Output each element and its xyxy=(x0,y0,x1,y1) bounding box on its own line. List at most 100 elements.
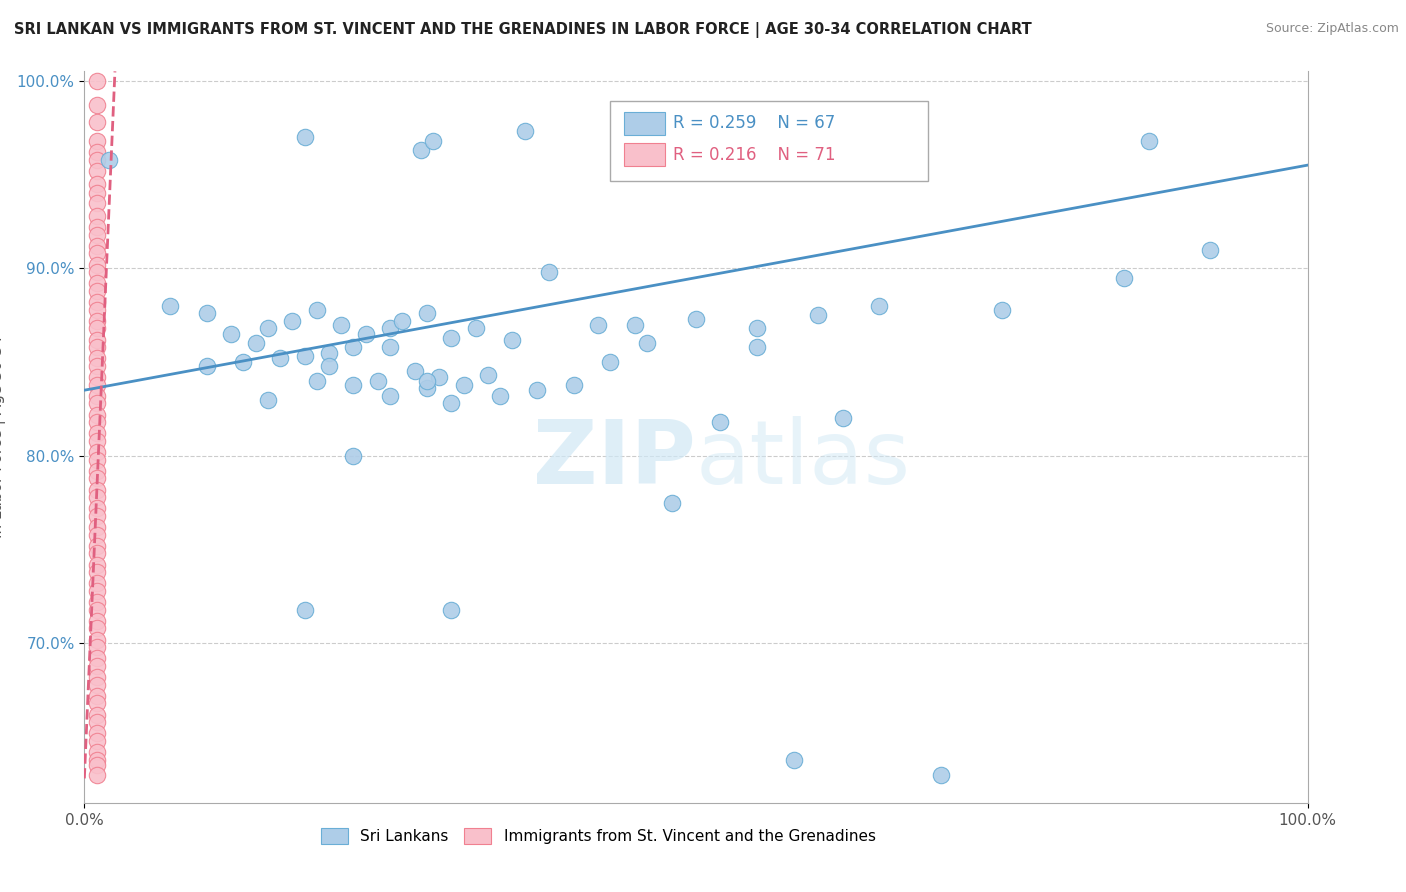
Point xyxy=(599,355,621,369)
Point xyxy=(86,295,108,310)
Point xyxy=(354,326,377,341)
Point xyxy=(294,130,316,145)
Point xyxy=(427,370,450,384)
Point xyxy=(86,434,108,448)
Point xyxy=(305,302,328,317)
Point xyxy=(86,195,108,210)
Point xyxy=(86,595,108,609)
Point xyxy=(86,284,108,298)
Point xyxy=(86,753,108,767)
Point xyxy=(86,340,108,354)
Point xyxy=(86,333,108,347)
Point xyxy=(416,374,439,388)
Legend: Sri Lankans, Immigrants from St. Vincent and the Grenadines: Sri Lankans, Immigrants from St. Vincent… xyxy=(315,822,882,850)
Text: SRI LANKAN VS IMMIGRANTS FROM ST. VINCENT AND THE GRENADINES IN LABOR FORCE | AG: SRI LANKAN VS IMMIGRANTS FROM ST. VINCEN… xyxy=(14,22,1032,38)
Point xyxy=(86,258,108,272)
Point xyxy=(1198,243,1220,257)
Point xyxy=(661,496,683,510)
Point xyxy=(86,209,108,223)
Point xyxy=(86,715,108,730)
Point xyxy=(86,483,108,497)
Point xyxy=(86,670,108,684)
Point xyxy=(305,374,328,388)
Point xyxy=(86,370,108,384)
Point xyxy=(86,659,108,673)
Point xyxy=(330,318,353,332)
Point xyxy=(257,321,280,335)
Point xyxy=(367,374,389,388)
Point xyxy=(86,302,108,317)
Point xyxy=(86,134,108,148)
Point xyxy=(86,452,108,467)
Text: Source: ZipAtlas.com: Source: ZipAtlas.com xyxy=(1265,22,1399,36)
Point xyxy=(86,501,108,516)
Point xyxy=(1114,270,1136,285)
Point xyxy=(86,678,108,692)
Point xyxy=(709,415,731,429)
Point xyxy=(380,389,402,403)
Point xyxy=(86,527,108,541)
Point xyxy=(526,383,548,397)
Point xyxy=(86,74,108,88)
Point xyxy=(440,396,463,410)
Point xyxy=(409,143,432,157)
Point xyxy=(86,377,108,392)
Point xyxy=(86,265,108,279)
Point xyxy=(991,302,1014,317)
Point xyxy=(195,306,218,320)
Point xyxy=(86,177,108,191)
Point xyxy=(86,445,108,459)
Point xyxy=(281,314,304,328)
Point xyxy=(232,355,254,369)
Point xyxy=(489,389,512,403)
Point xyxy=(86,321,108,335)
Point xyxy=(86,632,108,647)
Point xyxy=(636,336,658,351)
Point xyxy=(86,726,108,740)
Text: ZIP: ZIP xyxy=(533,416,696,502)
Point xyxy=(318,359,340,373)
Point xyxy=(380,340,402,354)
Point xyxy=(86,471,108,485)
Point xyxy=(464,321,486,335)
Point xyxy=(86,389,108,403)
Point xyxy=(86,246,108,260)
Point xyxy=(86,115,108,129)
Point xyxy=(86,464,108,478)
Point xyxy=(86,314,108,328)
Point xyxy=(453,377,475,392)
Point xyxy=(86,539,108,553)
Point xyxy=(86,227,108,242)
Point xyxy=(269,351,291,366)
Point xyxy=(294,602,316,616)
Point xyxy=(380,321,402,335)
Point xyxy=(86,558,108,572)
Point xyxy=(245,336,267,351)
Point xyxy=(86,396,108,410)
Point xyxy=(86,220,108,235)
Point xyxy=(502,333,524,347)
Point xyxy=(86,583,108,598)
Point xyxy=(685,312,707,326)
Point xyxy=(807,308,830,322)
Point xyxy=(783,753,806,767)
Y-axis label: In Labor Force | Age 30-34: In Labor Force | Age 30-34 xyxy=(0,335,6,539)
Point xyxy=(86,651,108,665)
Point xyxy=(86,520,108,534)
Point xyxy=(86,351,108,366)
Point xyxy=(86,153,108,167)
Point xyxy=(86,359,108,373)
Point xyxy=(86,576,108,591)
Point xyxy=(342,340,364,354)
Point xyxy=(831,411,853,425)
Point xyxy=(97,153,120,167)
FancyBboxPatch shape xyxy=(610,101,928,181)
Point xyxy=(86,186,108,201)
Point xyxy=(342,449,364,463)
Point xyxy=(416,381,439,395)
Point xyxy=(905,134,928,148)
Point xyxy=(513,124,536,138)
Point xyxy=(195,359,218,373)
Point xyxy=(86,565,108,579)
Point xyxy=(86,758,108,772)
